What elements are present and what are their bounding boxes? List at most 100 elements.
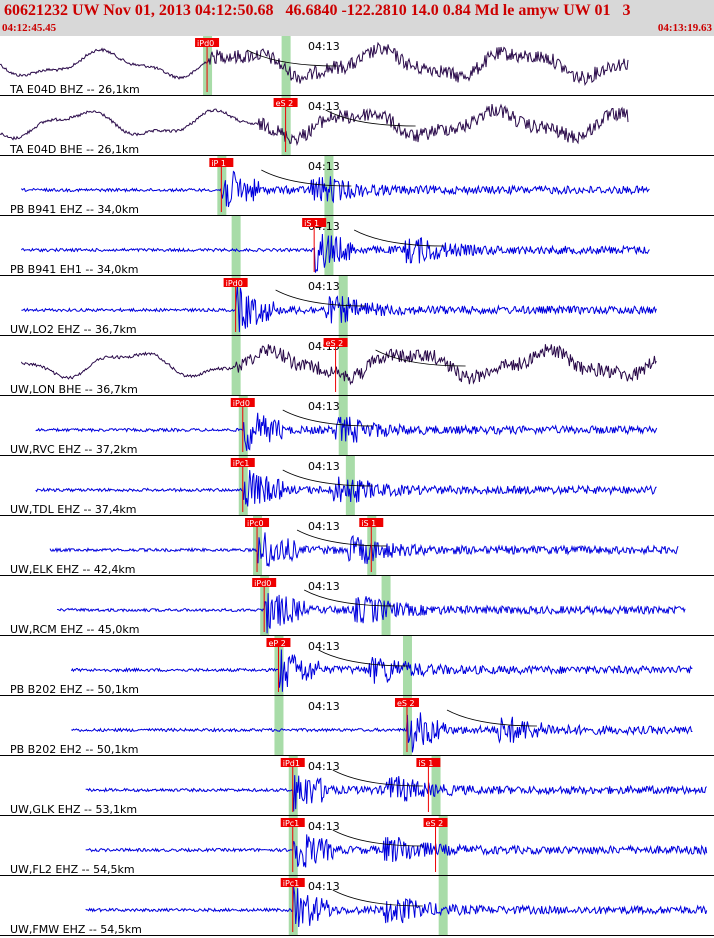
- trace-panel: 04:13 iPd0 UW,RVC EHZ -- 37,2km: [0, 396, 714, 456]
- pick-box: [209, 158, 234, 167]
- p-window-band: [231, 216, 241, 276]
- pick-box: [394, 698, 419, 707]
- waveform-line: [71, 712, 693, 753]
- station-label: UW,LO2 EHZ -- 36,7km: [10, 323, 137, 336]
- pick-label: iS 1: [304, 219, 319, 228]
- s-window-band: [338, 336, 348, 396]
- pick-box: [223, 278, 248, 287]
- p-window-band: [274, 696, 284, 756]
- waveform-line: [70, 649, 693, 692]
- coda-curve: [353, 229, 445, 247]
- start-time: 04:12:45.45: [2, 22, 57, 34]
- pick-box: [280, 758, 305, 767]
- station-label: PB B202 EH2 -- 50,1km: [10, 743, 138, 756]
- p-window-band: [231, 336, 241, 396]
- waveform-line: [21, 233, 650, 273]
- station-label: PB B941 EH1 -- 34,0km: [10, 263, 138, 276]
- time-tick-label: 04:13: [308, 700, 340, 713]
- coda-curve: [296, 529, 388, 547]
- trace-panel: 04:13 iPd0 TA E04D BHZ -- 26,1km: [0, 36, 714, 96]
- waveform-line: [0, 41, 629, 87]
- s-window-band: [281, 36, 291, 96]
- pick-box: [423, 818, 448, 827]
- pick-label: iPd0: [233, 399, 250, 408]
- pick-label: eS 2: [326, 339, 344, 348]
- coda-curve: [332, 889, 423, 907]
- pick-box: [359, 518, 384, 527]
- coda-curve: [303, 589, 395, 607]
- pick-box: [252, 578, 277, 587]
- waveform-line: [85, 775, 707, 812]
- pick-box: [266, 638, 291, 647]
- pick-box: [195, 38, 220, 47]
- time-tick-label: 04:13: [308, 280, 340, 293]
- event-title: 60621232 UW Nov 01, 2013 04:12:50.68 46.…: [4, 2, 631, 19]
- trace-panel: 04:13 iPc1 UW,TDL EHZ -- 37,4km: [0, 456, 714, 516]
- pick-label: iPd0: [226, 279, 243, 288]
- pick-label: eS 2: [276, 99, 294, 108]
- pick-label: iP 1: [211, 159, 226, 168]
- time-tick-label: 04:13: [308, 400, 340, 413]
- time-tick-label: 04:13: [308, 40, 340, 53]
- station-label: UW,FMW EHZ -- 54,5km: [10, 923, 142, 936]
- trace-panel: 04:13 eS 2 PB B202 EH2 -- 50,1km: [0, 696, 714, 756]
- time-tick-label: 04:13: [308, 820, 340, 833]
- station-label: UW,GLK EHZ -- 53,1km: [10, 803, 137, 816]
- waveform-line: [57, 593, 686, 634]
- seismogram-plot: 04:13 iPd0 TA E04D BHZ -- 26,1km 04:13 eS 2 T…: [0, 36, 714, 936]
- waveform-line: [85, 834, 708, 868]
- trace-panel: 04:13 iPc1 UW,FMW EHZ -- 54,5km: [0, 876, 714, 936]
- pick-label: iPd0: [197, 39, 214, 48]
- pick-box: [245, 518, 270, 527]
- s-window-band: [324, 156, 334, 216]
- pick-label: iS 1: [418, 759, 433, 768]
- waveform-line: [20, 344, 657, 386]
- waveform-line: [21, 170, 650, 208]
- waveform-line: [0, 103, 629, 146]
- pick-box: [280, 818, 305, 827]
- s-window-band: [345, 456, 355, 516]
- waveform-line: [49, 532, 679, 567]
- pick-label: iPc0: [247, 519, 264, 528]
- coda-curve: [375, 349, 466, 367]
- trace-panel: 04:13iS 1PB B941 EH1 -- 34,0km: [0, 216, 714, 276]
- trace-panel: 04:13 iPd1 iS 1 UW,GLK EHZ -- 53,1km: [0, 756, 714, 816]
- trace-panel: 04:13 iPd0 UW,LO2 EHZ -- 36,7km: [0, 276, 714, 336]
- station-label: UW,LON BHE -- 36,7km: [10, 383, 138, 396]
- coda-curve: [246, 49, 338, 67]
- pick-box: [302, 218, 327, 227]
- pick-label: iS 1: [361, 519, 376, 528]
- coda-curve: [325, 109, 416, 127]
- coda-curve: [282, 469, 373, 487]
- station-label: PB B941 EHZ -- 34,0km: [10, 203, 139, 216]
- station-label: UW,ELK EHZ -- 42,4km: [10, 563, 135, 576]
- pick-box: [230, 398, 255, 407]
- coda-curve: [318, 649, 409, 667]
- s-window-band: [438, 876, 448, 936]
- trace-panel: 04:13 iPc0 iS 1 UW,ELK EHZ -- 42,4km: [0, 516, 714, 576]
- pick-box: [230, 458, 255, 467]
- station-label: UW,TDL EHZ -- 37,4km: [10, 503, 137, 516]
- coda-curve: [332, 769, 423, 787]
- coda-curve: [275, 289, 366, 307]
- header-bar: 60621232 UW Nov 01, 2013 04:12:50.68 46.…: [0, 0, 714, 36]
- trace-panel: 04:13 iP 1 PB B941 EHZ -- 34,0km: [0, 156, 714, 216]
- station-label: UW,FL2 EHZ -- 54,5km: [10, 863, 135, 876]
- coda-curve: [332, 829, 423, 847]
- pick-label: eS 2: [426, 819, 444, 828]
- end-time: 04:13:19.63: [657, 22, 712, 34]
- pick-box: [416, 758, 441, 767]
- pick-label: iPd1: [283, 759, 300, 768]
- station-label: TA E04D BHZ -- 26,1km: [9, 83, 140, 96]
- pick-label: iPc1: [233, 459, 250, 468]
- time-tick-label: 04:13: [308, 520, 340, 533]
- time-tick-label: 04:13: [308, 640, 340, 653]
- trace-panel: 04:13 iPc1 eS 2 UW,FL2 EHZ -- 54,5km: [0, 816, 714, 876]
- pick-label: eS 2: [397, 699, 415, 708]
- station-label: UW,RVC EHZ -- 37,2km: [10, 443, 137, 456]
- station-label: PB B202 EHZ -- 50,1km: [10, 683, 139, 696]
- pick-label: iPc1: [283, 819, 300, 828]
- coda-curve: [261, 169, 352, 187]
- trace-panel: 04:13 eP 2 PB B202 EHZ -- 50,1km: [0, 636, 714, 696]
- waveform-line: [35, 412, 658, 451]
